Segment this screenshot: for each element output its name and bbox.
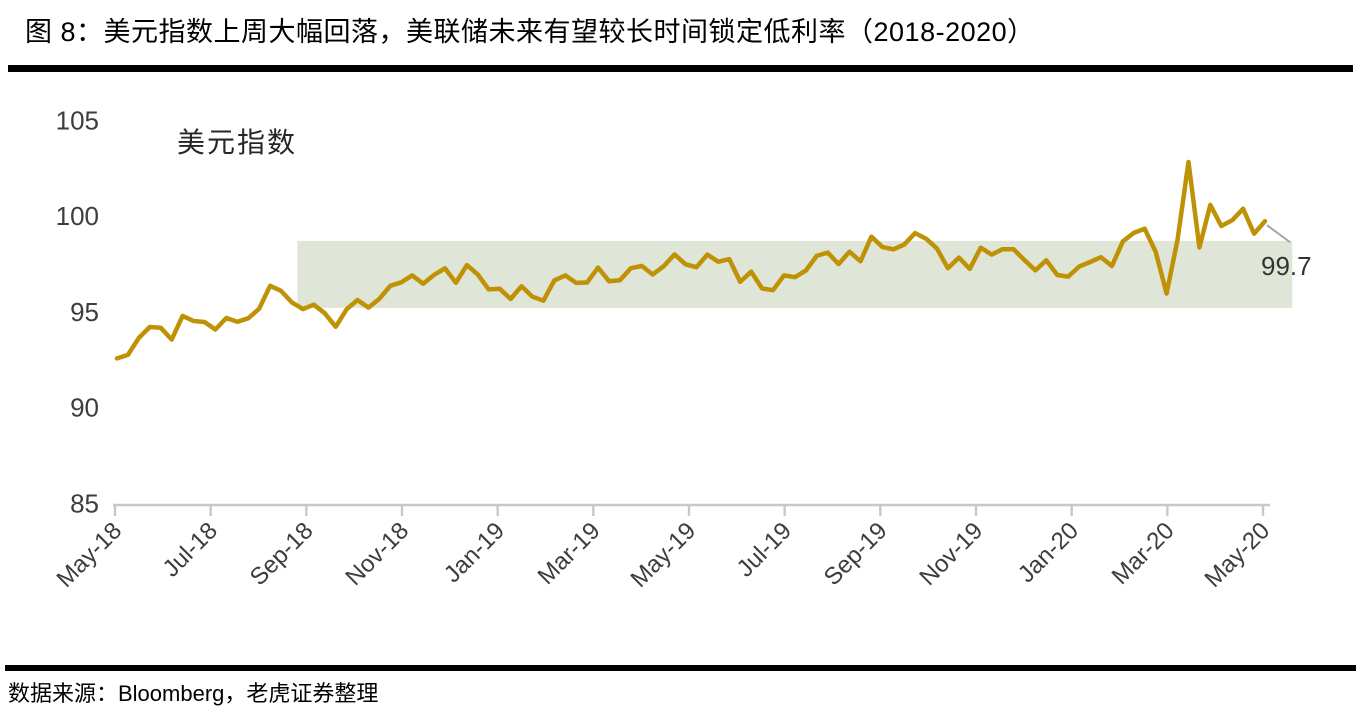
figure-title: 图 8：美元指数上周大幅回落，美联储未来有望较长时间锁定低利率（2018-202… [25,17,1035,47]
y-axis-label: 100 [56,201,99,231]
x-axis-label: Mar-19 [533,517,606,590]
x-axis-label: Jul-18 [158,517,223,582]
y-axis-label: 90 [70,393,99,423]
x-axis-label: May-20 [1200,517,1276,593]
x-axis-label: May-19 [626,517,702,593]
x-axis-label: Jan-19 [439,517,510,588]
x-axis-label: Sep-18 [245,517,319,591]
y-axis-label: 105 [56,105,99,135]
x-axis-label: Nov-18 [340,517,414,591]
x-axis-label: Nov-19 [914,517,988,591]
source-note: 数据来源：Bloomberg，老虎证券整理 [8,681,379,706]
end-label-leader [1266,224,1291,244]
x-axis-label: Jul-19 [732,517,797,582]
dollar-index-chart: May-18 Jul-18 Sep-18 Nov-18 Jan-19 Mar-19 May-… [52,105,1312,593]
x-axis-label: Sep-19 [819,517,893,591]
dollar-index-line [114,159,1268,361]
series-label: 美元指数 [177,127,297,158]
y-axis-label: 95 [70,297,99,327]
x-axis-label: Jan-20 [1013,517,1084,588]
highlight-band [297,240,1293,308]
x-axis-label: Mar-20 [1107,517,1180,590]
y-axis-label: 85 [70,488,99,518]
bottom-divider [5,665,1356,671]
top-divider [8,65,1353,72]
x-axis-label: May-18 [52,517,128,593]
end-value-label: 99.7 [1261,251,1312,281]
